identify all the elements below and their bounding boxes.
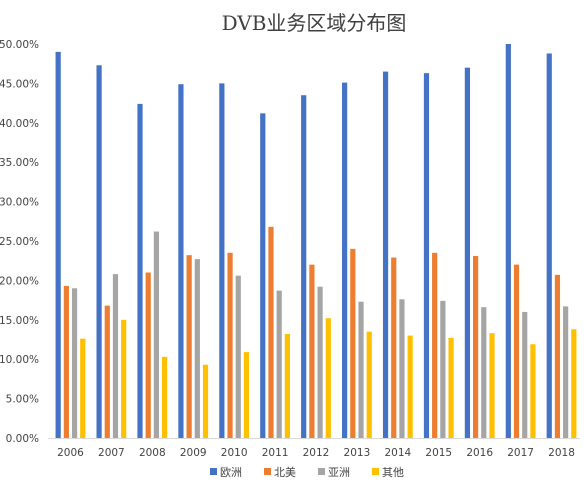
y-tick-label: 25.00% xyxy=(0,236,39,248)
bar-2014-2 xyxy=(399,299,405,438)
bar-2013-2 xyxy=(358,301,364,438)
x-tick-label: 2017 xyxy=(507,447,534,459)
x-tick-label: 2013 xyxy=(344,447,371,459)
bar-2017-1 xyxy=(513,264,520,438)
y-tick-label: 10.00% xyxy=(0,354,39,366)
y-tick-label: 50.00% xyxy=(0,39,39,51)
bar-2008-0 xyxy=(137,103,143,438)
bar-2013-0 xyxy=(342,82,348,439)
bar-2007-3 xyxy=(121,319,127,438)
bar-2006-3 xyxy=(80,338,86,438)
y-tick-label: 45.00% xyxy=(0,78,39,90)
bar-2008-1 xyxy=(145,272,151,438)
legend-swatch xyxy=(264,468,271,475)
bar-2012-0 xyxy=(301,95,307,438)
bar-2013-1 xyxy=(350,248,356,438)
bar-2009-2 xyxy=(194,259,200,438)
bar-2016-3 xyxy=(489,333,495,438)
x-axis: 2006 2007 2008 2009 2010 2011 2012 2013 2014 2015… xyxy=(48,438,580,459)
x-tick-label: 2011 xyxy=(262,447,289,459)
chart-title: DVB业务区域分布图 xyxy=(222,11,407,35)
bar-2011-1 xyxy=(268,226,274,438)
bar-2007-2 xyxy=(112,274,119,438)
bar-2015-1 xyxy=(432,252,438,438)
bar-2012-2 xyxy=(317,286,323,438)
bar-2014-1 xyxy=(391,257,397,438)
legend-swatch xyxy=(318,468,325,475)
x-tick-label: 2010 xyxy=(221,447,248,459)
bar-2016-2 xyxy=(481,307,487,438)
bar-2010-0 xyxy=(219,83,225,439)
bar-2007-0 xyxy=(96,65,102,438)
legend-label: 其他 xyxy=(382,466,404,479)
legend-swatch xyxy=(372,468,379,475)
bar-2009-0 xyxy=(178,84,184,438)
bar-2011-0 xyxy=(260,113,266,438)
legend-label: 北美 xyxy=(274,466,296,479)
x-tick-label: 2016 xyxy=(466,447,493,459)
bar-2012-1 xyxy=(309,264,315,438)
bar-2015-0 xyxy=(423,73,430,438)
bar-2016-1 xyxy=(472,255,479,438)
bar-2006-2 xyxy=(71,288,78,438)
bar-2010-2 xyxy=(235,275,241,438)
bar-2010-1 xyxy=(227,252,233,438)
x-tick-label: 2008 xyxy=(139,447,166,459)
bar-2018-0 xyxy=(546,53,552,439)
bar-2008-2 xyxy=(153,231,160,438)
bar-2017-2 xyxy=(522,311,528,438)
bar-2013-3 xyxy=(366,331,372,438)
bar-2014-3 xyxy=(407,335,413,438)
bar-2008-3 xyxy=(162,356,168,438)
y-axis: 0.00% 5.00% 10.00% 15.00% 20.00% 25.00% 30.00%… xyxy=(0,39,39,445)
legend: 欧洲 北美 亚洲 其他 xyxy=(210,466,404,479)
bar-2017-0 xyxy=(505,44,511,438)
x-tick-label: 2015 xyxy=(425,447,452,459)
y-tick-label: 20.00% xyxy=(0,275,39,287)
bar-2015-2 xyxy=(440,300,446,438)
bar-2007-1 xyxy=(104,305,110,438)
y-tick-label: 30.00% xyxy=(0,197,39,209)
bar-2012-3 xyxy=(325,318,331,438)
x-tick-label: 2006 xyxy=(57,447,84,459)
bar-2009-3 xyxy=(202,364,209,438)
bar-2018-3 xyxy=(571,329,577,438)
legend-swatch xyxy=(210,468,217,475)
bar-2009-1 xyxy=(186,255,192,438)
bar-2011-2 xyxy=(276,290,282,438)
bar-2011-3 xyxy=(284,333,290,438)
bars xyxy=(55,44,577,439)
legend-label: 亚洲 xyxy=(328,466,350,479)
y-tick-label: 40.00% xyxy=(0,118,39,130)
y-tick-label: 15.00% xyxy=(0,315,39,327)
bar-2016-0 xyxy=(464,67,470,438)
x-tick-label: 2007 xyxy=(98,447,125,459)
y-tick-label: 0.00% xyxy=(6,433,39,445)
bar-2010-3 xyxy=(243,352,250,438)
y-tick-label: 35.00% xyxy=(0,157,39,169)
bar-2006-0 xyxy=(55,51,61,438)
x-tick-label: 2018 xyxy=(548,447,575,459)
bar-2017-3 xyxy=(530,344,536,438)
x-tick-label: 2009 xyxy=(180,447,207,459)
y-tick-label: 5.00% xyxy=(6,394,39,406)
x-tick-label: 2014 xyxy=(384,447,411,459)
legend-label: 欧洲 xyxy=(220,466,242,479)
bar-2015-3 xyxy=(448,337,454,438)
bar-2018-1 xyxy=(554,274,561,438)
bar-2018-2 xyxy=(563,306,569,438)
x-tick-label: 2012 xyxy=(303,447,330,459)
bar-2014-0 xyxy=(382,71,389,438)
bar-2006-1 xyxy=(63,285,69,438)
